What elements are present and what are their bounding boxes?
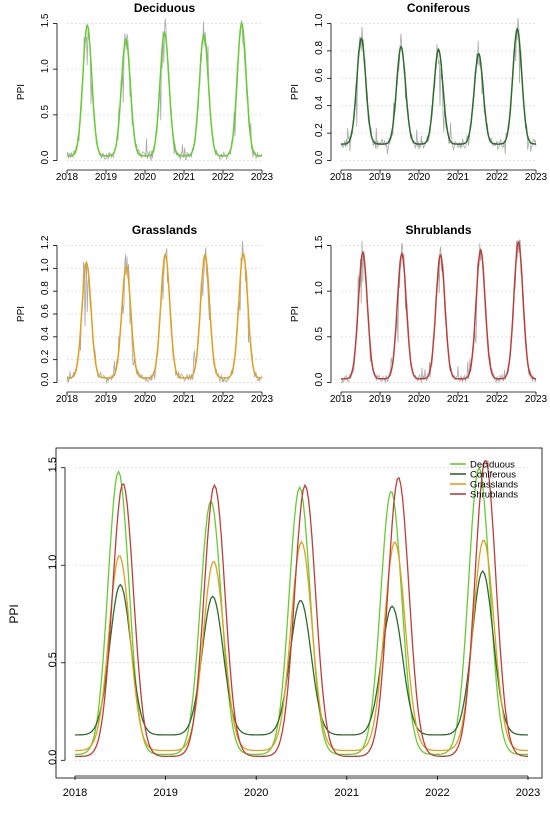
x-tick-label: 2019 xyxy=(153,787,177,799)
y-tick-label: 1.0 xyxy=(314,13,325,27)
x-tick-label: 2021 xyxy=(173,172,196,183)
y-tick-label: 0.0 xyxy=(47,750,59,765)
legend-label: Grasslands xyxy=(470,480,518,491)
x-tick-label: 2019 xyxy=(95,394,118,405)
panel-title: Deciduous xyxy=(134,1,196,15)
y-tick-label: 1.2 xyxy=(40,235,51,249)
raw-observation-line xyxy=(340,17,537,155)
y-axis-label: PPI xyxy=(7,604,21,623)
x-tick-label: 2021 xyxy=(447,172,470,183)
x-tick-label: 2023 xyxy=(525,172,548,183)
y-tick-label: 0.0 xyxy=(314,372,325,386)
x-tick-label: 2018 xyxy=(330,172,353,183)
x-tick-label: 2020 xyxy=(408,394,431,405)
y-tick-label: 0.0 xyxy=(40,150,51,164)
series-line-shrublands xyxy=(75,459,528,758)
x-tick-label: 2022 xyxy=(212,172,235,183)
chart-panel-4: 2018 2019 2020 2021 2022 2023 0.0 0.5 1.0 1.5 PPI D… xyxy=(7,447,543,799)
y-tick-label: 0.5 xyxy=(314,326,325,340)
y-tick-label: 1.5 xyxy=(40,13,51,27)
fitted-curve xyxy=(341,27,537,145)
y-tick-label: 0.5 xyxy=(47,652,59,667)
x-tick-label: 2019 xyxy=(369,172,392,183)
y-axis-label: PPI xyxy=(290,306,301,322)
y-tick-label: 1.0 xyxy=(314,281,325,295)
y-tick-label: 1.0 xyxy=(40,59,51,73)
x-tick-label: 2018 xyxy=(330,394,353,405)
panel-title: Coniferous xyxy=(407,1,471,15)
y-tick-label: 0.0 xyxy=(40,372,51,386)
y-tick-label: 0.2 xyxy=(40,349,51,363)
x-tick-label: 2020 xyxy=(408,172,431,183)
y-tick-label: 0.6 xyxy=(314,68,325,82)
legend-label: Coniferous xyxy=(470,470,516,481)
legend-label: Shrublands xyxy=(470,490,518,501)
x-tick-label: 2019 xyxy=(95,172,118,183)
x-tick-label: 2023 xyxy=(251,394,274,405)
panel-title: Grasslands xyxy=(132,223,198,237)
y-tick-label: 0.4 xyxy=(314,95,325,109)
raw-observation-line xyxy=(66,240,263,384)
x-tick-label: 2021 xyxy=(173,394,196,405)
y-axis-label: PPI xyxy=(290,84,301,100)
x-tick-label: 2022 xyxy=(425,787,449,799)
y-tick-label: 0.6 xyxy=(40,304,51,318)
panel-title: Shrublands xyxy=(405,223,471,237)
y-axis-label: PPI xyxy=(16,306,27,322)
x-tick-label: 2022 xyxy=(486,394,509,405)
x-tick-label: 2020 xyxy=(134,394,157,405)
plot-frame xyxy=(55,447,543,779)
x-tick-label: 2022 xyxy=(486,172,509,183)
x-tick-label: 2023 xyxy=(251,172,274,183)
x-tick-label: 2021 xyxy=(447,394,470,405)
y-tick-label: 0.8 xyxy=(40,281,51,295)
y-tick-label: 0.2 xyxy=(314,123,325,137)
legend-label: Deciduous xyxy=(470,460,515,471)
y-tick-label: 1.5 xyxy=(314,235,325,249)
y-tick-label: 0.0 xyxy=(314,150,325,164)
x-tick-label: 2020 xyxy=(134,172,157,183)
x-tick-label: 2018 xyxy=(56,394,79,405)
chart-panel-2: 2018 2019 2020 2021 2022 2023 0.0 0.2 0.4 0.6 0.8 1… xyxy=(16,223,274,405)
y-tick-label: 1.5 xyxy=(47,457,59,472)
chart-panel-0: 2018 2019 2020 2021 2022 2023 0.0 0.5 1.0 1.5 PPI D… xyxy=(16,1,274,183)
x-tick-label: 2023 xyxy=(516,787,540,799)
fitted-curve xyxy=(341,240,537,380)
x-tick-label: 2020 xyxy=(244,787,268,799)
y-tick-label: 0.4 xyxy=(40,326,51,340)
x-tick-label: 2018 xyxy=(56,172,79,183)
x-tick-label: 2021 xyxy=(335,787,359,799)
x-tick-label: 2022 xyxy=(212,394,235,405)
fitted-curve xyxy=(67,251,262,379)
x-tick-label: 2019 xyxy=(369,394,392,405)
y-tick-label: 0.8 xyxy=(314,41,325,55)
y-axis-label: PPI xyxy=(16,84,27,100)
y-tick-label: 1.0 xyxy=(40,258,51,272)
fitted-curve xyxy=(67,21,262,157)
y-tick-label: 0.5 xyxy=(40,104,51,118)
x-tick-label: 2023 xyxy=(525,394,548,405)
series-line-deciduous xyxy=(75,466,528,756)
y-tick-label: 1.0 xyxy=(47,555,59,570)
chart-panel-1: 2018 2019 2020 2021 2022 2023 0.0 0.2 0.4 0.6 0.8 1… xyxy=(290,1,548,183)
series-line-coniferous xyxy=(75,570,528,736)
chart-panel-3: 2018 2019 2020 2021 2022 2023 0.0 0.5 1.0 1.5 PPI S… xyxy=(290,223,548,405)
x-tick-label: 2018 xyxy=(63,787,87,799)
